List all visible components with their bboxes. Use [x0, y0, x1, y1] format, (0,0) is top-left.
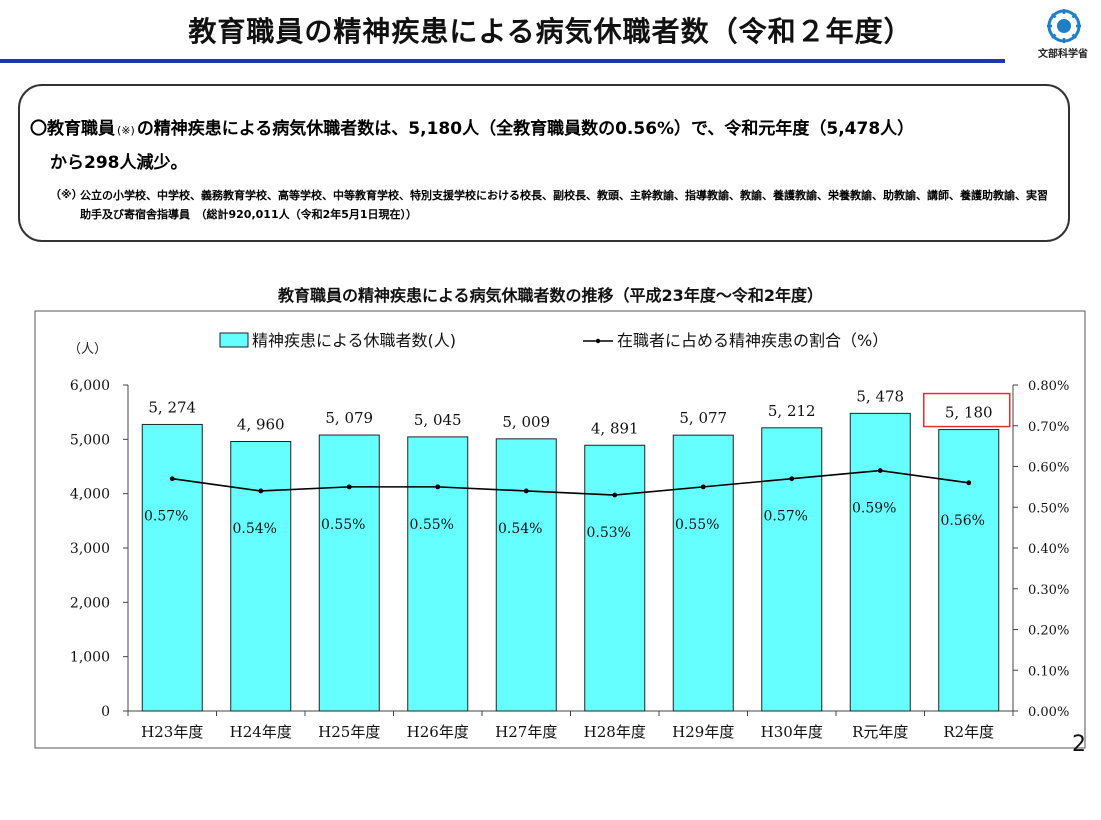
ratio-line	[172, 469, 969, 496]
ratio-label: 0.59%	[852, 501, 896, 517]
bar-value-label: 5, 079	[325, 409, 373, 427]
y-tick-label: 0	[101, 704, 110, 720]
bar	[141, 423, 203, 712]
y2-tick-label: 0.20%	[1028, 624, 1069, 639]
ratio-point	[258, 488, 264, 494]
y2-tick-label: 0.50%	[1028, 501, 1069, 516]
y-tick-label: 2,000	[70, 595, 110, 611]
bar-value-label: 5, 274	[148, 398, 196, 416]
bar-value-label: 5, 009	[502, 413, 550, 431]
bar-value-label: 5, 045	[414, 411, 462, 429]
legend-bar-swatch	[219, 332, 249, 348]
slide-title: 教育職員の精神疾患による病気休職者数（令和２年度）	[188, 15, 913, 48]
y-tick-label: 1,000	[70, 650, 110, 666]
summary-line-2: から298人減少。	[50, 153, 188, 173]
y2-tick-label: 0.40%	[1028, 542, 1069, 557]
bar-value-label: 5, 077	[679, 409, 727, 427]
legend-line-marker	[595, 338, 601, 344]
bar	[584, 444, 646, 712]
ratio-point	[523, 488, 529, 494]
ratio-label: 0.55%	[675, 517, 719, 533]
bar-value-label: 5, 212	[768, 402, 816, 420]
y-axis-label: （人）	[68, 342, 107, 357]
x-tick-label: H30年度	[761, 723, 823, 741]
y2-tick-label: 0.80%	[1028, 379, 1069, 394]
y-tick-label: 3,000	[70, 541, 110, 557]
summary-prefix: 〇教育職員	[30, 119, 115, 139]
x-tick-label: H29年度	[672, 723, 734, 741]
page-number: 2	[1072, 732, 1086, 757]
y2-tick-label: 0.30%	[1028, 583, 1069, 598]
y2-tick-label: 0.00%	[1028, 705, 1069, 720]
x-tick-label: H25年度	[318, 723, 380, 741]
ratio-label: 0.56%	[941, 513, 985, 529]
ratio-point	[789, 476, 795, 482]
y-tick-label: 5,000	[70, 432, 110, 448]
bar	[761, 427, 823, 712]
ratio-label: 0.54%	[233, 521, 277, 537]
ratio-label: 0.57%	[144, 509, 188, 525]
ratio-point	[169, 476, 175, 482]
summary-note-mark: (※)	[117, 124, 135, 137]
bar-value-label: 4, 891	[591, 419, 639, 437]
summary-suffix: の精神疾患による病気休職者数は、5,180人（全教育職員数の0.56%）で、令和…	[136, 119, 915, 139]
legend-line-label: 在職者に占める精神疾患の割合（%）	[617, 331, 888, 350]
bar	[407, 436, 469, 712]
x-tick-label: R2年度	[943, 723, 994, 741]
x-tick-label: H24年度	[230, 723, 292, 741]
ratio-label: 0.55%	[321, 517, 365, 533]
ratio-point	[612, 492, 618, 498]
summary-box	[18, 84, 1070, 242]
x-tick-label: R元年度	[852, 723, 908, 741]
bar-value-label: 4, 960	[237, 416, 285, 434]
ratio-point	[700, 484, 706, 490]
ratio-label: 0.55%	[410, 517, 454, 533]
bar-value-label: 5, 478	[856, 387, 904, 405]
x-tick-label: H27年度	[495, 723, 557, 741]
bar	[495, 438, 557, 712]
highlight-box	[923, 392, 1011, 428]
legend-bar-label: 精神疾患による休職者数(人)	[252, 331, 456, 350]
footnote-label: （※）	[50, 188, 83, 201]
y-tick-label: 4,000	[70, 487, 110, 503]
y2-tick-label: 0.10%	[1028, 664, 1069, 679]
x-tick-label: H26年度	[407, 723, 469, 741]
ministry-logo-icon	[1047, 9, 1081, 43]
ratio-label: 0.57%	[764, 509, 808, 525]
bar-value-label: 5, 180	[945, 404, 993, 422]
ratio-label: 0.54%	[498, 521, 542, 537]
footnote-text: 公立の小学校、中学校、義務教育学校、高等学校、中等教育学校、特別支援学校における…	[80, 189, 1048, 221]
chart-frame	[34, 310, 1086, 749]
y-tick-label: 6,000	[70, 378, 110, 394]
ratio-label: 0.53%	[587, 525, 631, 541]
y2-tick-label: 0.70%	[1028, 420, 1069, 435]
summary-line-1: 〇教育職員 (※) の精神疾患による病気休職者数は、5,180人（全教育職員数の0.…	[30, 114, 914, 139]
bar	[938, 429, 1000, 712]
ratio-point	[435, 484, 441, 490]
bar	[849, 412, 911, 712]
title-underline	[0, 59, 1005, 63]
x-tick-label: H23年度	[141, 723, 203, 741]
ministry-label: 文部科学省	[1038, 49, 1088, 60]
ratio-point	[346, 484, 352, 490]
bar	[318, 434, 380, 712]
ratio-point	[877, 468, 883, 473]
x-tick-label: H28年度	[584, 723, 646, 741]
bar	[230, 441, 292, 712]
ratio-point	[966, 480, 972, 486]
chart-title: 教育職員の精神疾患による病気休職者数の推移（平成23年度〜令和2年度）	[278, 286, 823, 305]
bar	[672, 434, 734, 712]
y2-tick-label: 0.60%	[1028, 461, 1069, 476]
